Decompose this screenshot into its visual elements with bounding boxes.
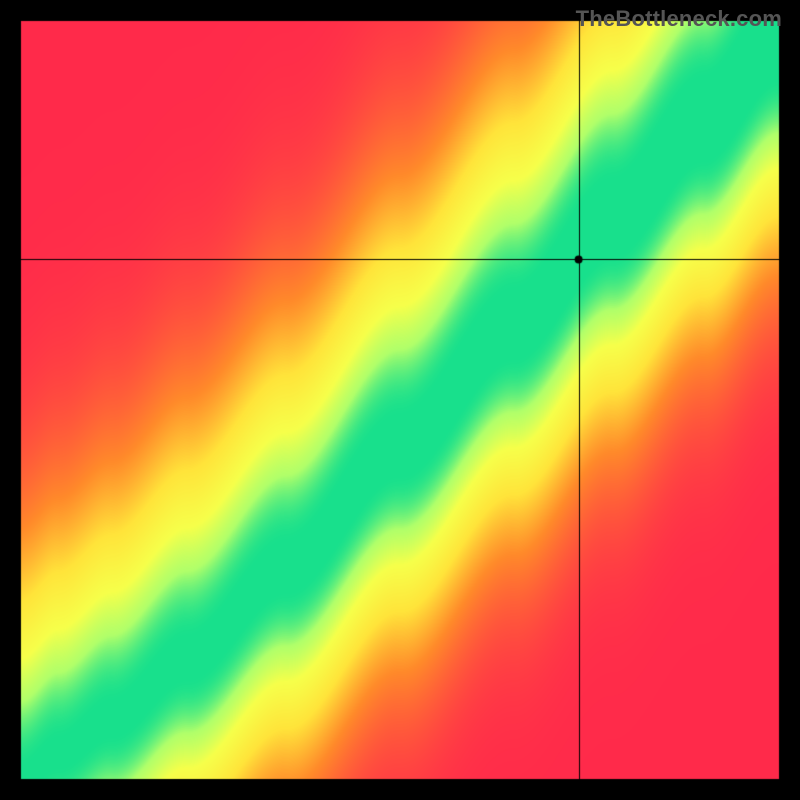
bottleneck-heatmap: TheBottleneck.com	[0, 0, 800, 800]
heatmap-canvas	[0, 0, 800, 800]
watermark-text: TheBottleneck.com	[576, 6, 782, 32]
